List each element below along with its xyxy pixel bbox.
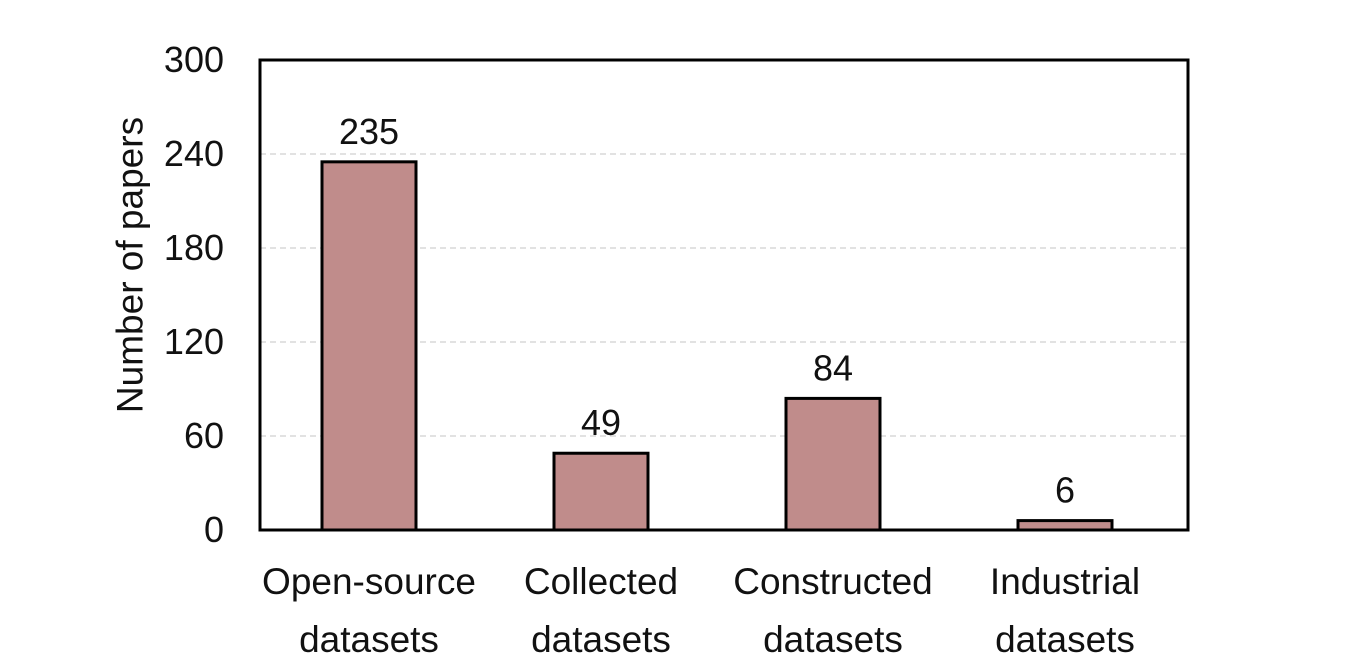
bar xyxy=(320,160,418,532)
y-tick-label: 0 xyxy=(204,509,224,550)
x-category-label: datasets xyxy=(531,619,671,660)
y-tick-label: 300 xyxy=(164,39,224,80)
plot-area-frame xyxy=(258,58,1190,532)
x-axis-categories: Open-source datasets Collected datasets Cons… xyxy=(262,561,1140,660)
x-category-label: datasets xyxy=(763,619,903,660)
x-category-label: Constructed xyxy=(733,561,933,602)
x-category-label: Industrial xyxy=(990,561,1140,602)
data-labels: 235 49 84 6 xyxy=(339,111,1075,511)
bar xyxy=(784,396,882,532)
y-tick-label: 240 xyxy=(164,133,224,174)
y-tick-label: 120 xyxy=(164,321,224,362)
bar-value-label: 84 xyxy=(813,347,853,388)
bar-value-label: 6 xyxy=(1055,470,1075,511)
x-category-label: datasets xyxy=(995,619,1135,660)
bar-value-label: 49 xyxy=(581,402,621,443)
bar-value-label: 235 xyxy=(339,111,399,152)
y-axis-label: Number of papers xyxy=(110,117,151,413)
y-tick-label: 60 xyxy=(184,415,224,456)
x-category-label: datasets xyxy=(299,619,439,660)
x-category-label: Open-source xyxy=(262,561,476,602)
x-category-label: Collected xyxy=(524,561,678,602)
bar xyxy=(552,451,650,532)
bars xyxy=(320,160,1114,532)
y-tick-label: 180 xyxy=(164,227,224,268)
y-axis-ticks: 0 60 120 180 240 300 xyxy=(164,39,224,550)
